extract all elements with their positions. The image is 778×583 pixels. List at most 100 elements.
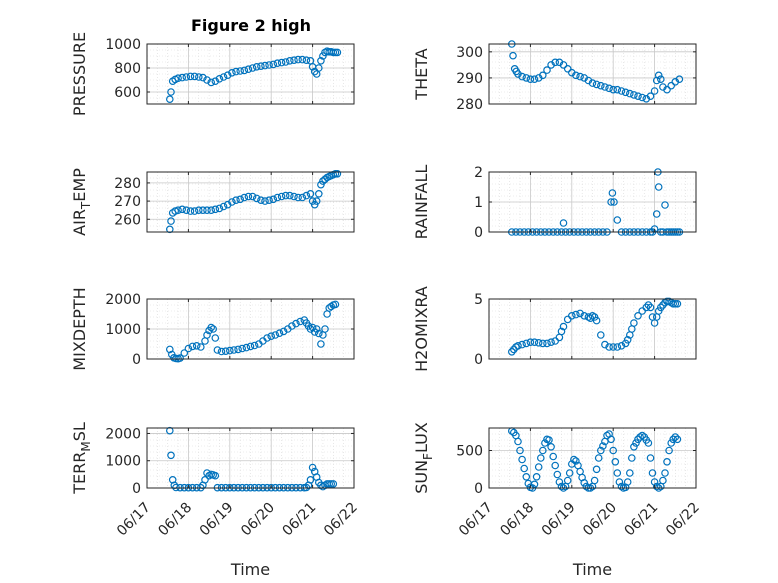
y-axis-label: SUNFLUX: [412, 422, 435, 494]
data-point: [188, 342, 197, 351]
data-point: [572, 310, 580, 319]
y-axis-label: MIXDEPTH: [70, 287, 89, 370]
data-point: [285, 56, 294, 65]
data-point: [263, 334, 271, 342]
data-point: [207, 78, 216, 87]
y-axis-label: RAINFALL: [412, 165, 431, 240]
data-point: [580, 311, 589, 320]
data-point: [673, 435, 682, 444]
data-point: [244, 65, 253, 74]
data-point: [290, 56, 298, 65]
data-point: [269, 195, 278, 204]
data-point: [607, 435, 615, 444]
data-point: [333, 48, 342, 57]
y-tick-label: 5: [474, 292, 483, 308]
data-point: [244, 192, 253, 201]
data-point: [671, 299, 680, 308]
data-point: [609, 446, 618, 455]
data-point: [306, 475, 315, 484]
data-point: [623, 335, 632, 344]
data-point: [190, 207, 199, 215]
data-point: [257, 62, 265, 70]
data-points: [507, 40, 684, 103]
data-point: [530, 480, 539, 489]
data-points: [166, 47, 342, 104]
data-point: [654, 183, 663, 191]
x-axis-label: Time: [230, 560, 270, 579]
data-point: [195, 206, 203, 215]
y-tick-label: 0: [132, 481, 141, 497]
data-point: [630, 319, 638, 327]
data-point: [534, 338, 543, 347]
data-point: [238, 344, 247, 353]
data-point: [652, 482, 661, 491]
data-point: [302, 191, 311, 200]
data-point: [608, 189, 617, 197]
data-point: [317, 56, 325, 65]
data-point: [195, 73, 203, 81]
data-point: [555, 478, 564, 486]
y-tick-label: 280: [456, 97, 483, 113]
data-point: [248, 192, 257, 201]
data-point: [518, 72, 526, 81]
data-point: [663, 457, 671, 466]
data-point: [248, 64, 257, 72]
data-point: [563, 65, 572, 73]
axes-box: [146, 171, 355, 233]
y-tick-label: 300: [456, 45, 483, 61]
data-point: [271, 331, 280, 339]
data-point: [603, 431, 611, 440]
data-point: [625, 89, 634, 98]
data-point: [174, 206, 182, 215]
data-point: [211, 471, 220, 480]
data-point: [559, 219, 568, 227]
data-point: [644, 301, 653, 309]
data-point: [646, 454, 655, 462]
data-point: [656, 75, 665, 84]
data-point: [572, 457, 580, 465]
data-point: [656, 303, 665, 312]
data-point: [543, 66, 551, 74]
data-point: [613, 85, 622, 94]
data-point: [298, 55, 307, 64]
y-tick-label: 1000: [105, 454, 141, 470]
y-tick-label: 2000: [105, 292, 141, 308]
subplot-rainfall: 0 1 2 RAINFALL: [412, 165, 697, 241]
data-point: [617, 341, 626, 350]
data-point: [223, 71, 232, 80]
data-point: [240, 193, 249, 202]
data-point: [522, 472, 531, 481]
data-point: [226, 346, 234, 355]
data-point: [277, 58, 286, 67]
data-point: [530, 75, 539, 84]
data-point: [252, 194, 261, 203]
data-point: [290, 192, 298, 201]
data-point: [551, 58, 560, 67]
data-point: [288, 322, 296, 330]
data-points: [166, 300, 340, 363]
data-point: [281, 191, 290, 200]
data-point: [199, 73, 207, 82]
data-point: [246, 342, 255, 351]
data-point: [509, 51, 517, 60]
data-point: [675, 75, 684, 84]
data-point: [203, 206, 211, 215]
data-point: [565, 469, 574, 477]
data-point: [178, 205, 187, 214]
data-point: [273, 193, 282, 202]
data-point: [652, 210, 661, 218]
data-point: [665, 446, 673, 455]
data-point: [526, 338, 535, 347]
y-axis-label: AIRTEMP: [70, 168, 93, 236]
data-point: [321, 325, 329, 333]
data-point: [236, 67, 245, 75]
data-point: [667, 439, 676, 447]
y-tick-label: 2000: [105, 426, 141, 442]
data-point: [261, 61, 269, 70]
data-point: [308, 323, 317, 332]
subplot-pressure: 600 800 1000 PRESSURE: [70, 32, 355, 116]
data-point: [557, 482, 566, 491]
data-point: [580, 478, 589, 487]
data-point: [219, 73, 228, 81]
